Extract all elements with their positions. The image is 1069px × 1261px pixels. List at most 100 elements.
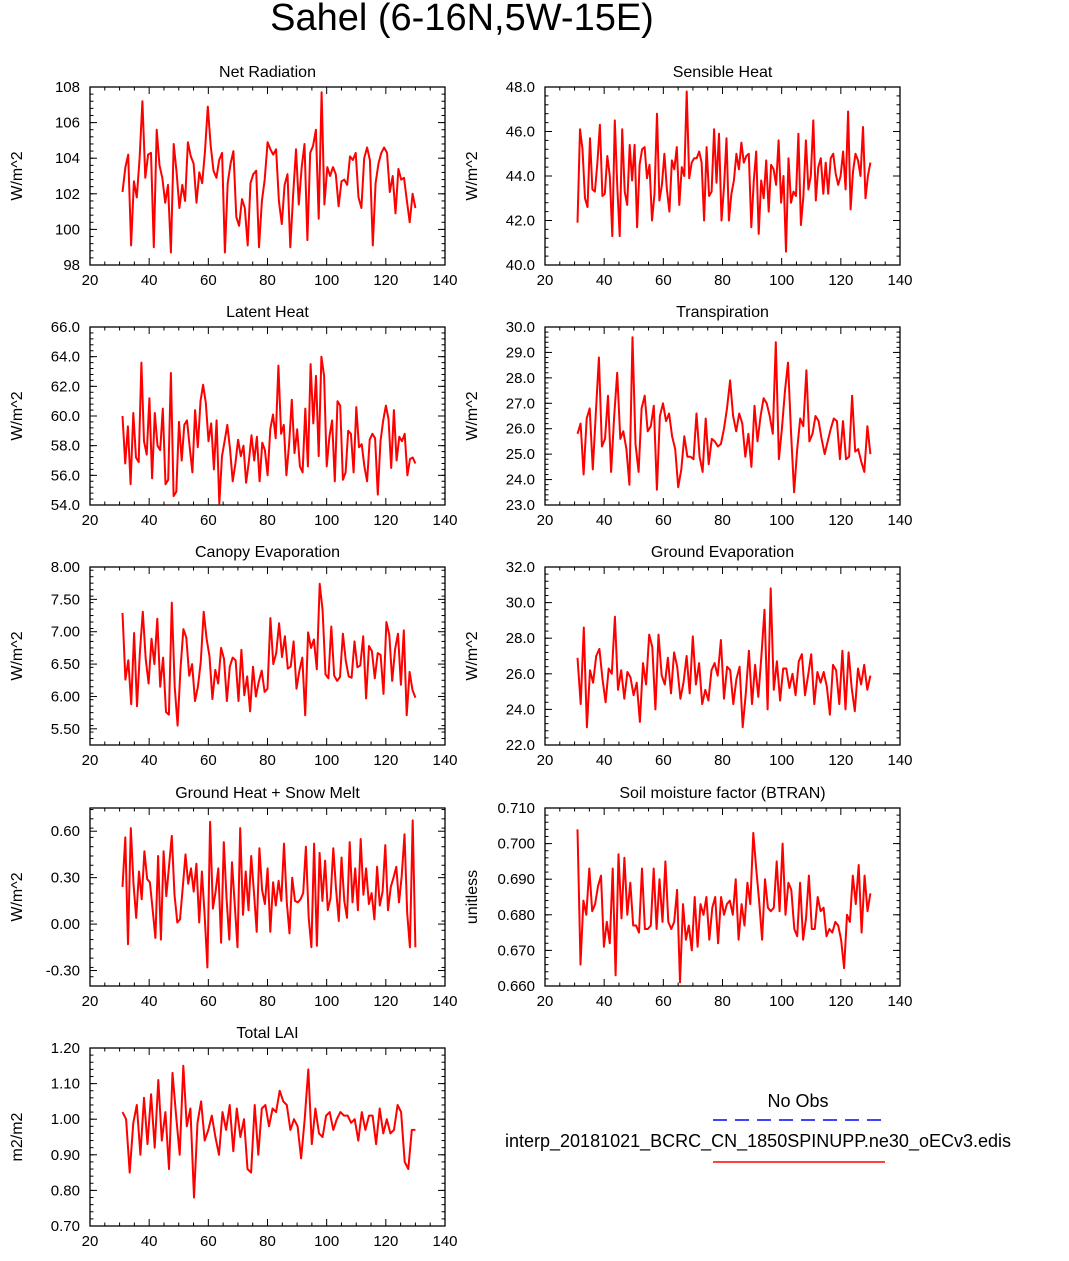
total-lai-ytick-label: 1.00 xyxy=(51,1111,80,1128)
latent-heat-xtick-label: 60 xyxy=(200,512,217,529)
sensible-heat-title: Sensible Heat xyxy=(673,64,773,81)
ground-heat-snow-melt-xtick-label: 100 xyxy=(314,993,339,1010)
sensible-heat-xtick-label: 120 xyxy=(828,272,853,289)
total-lai-xtick-label: 120 xyxy=(373,1233,398,1250)
canopy-evaporation-ytick-label: 6.50 xyxy=(51,656,80,673)
total-lai-plot-frame xyxy=(89,1047,446,1227)
latent-heat-ylabel: W/m^2 xyxy=(9,391,26,440)
canopy-evaporation-plot-frame xyxy=(89,566,446,746)
legend-model-label: interp_20181021_BCRC_CN_1850SPINUPP.ne30… xyxy=(505,1131,1011,1152)
canopy-evaporation-xtick-label: 140 xyxy=(432,752,457,769)
net-radiation-ytick-label: 108 xyxy=(55,79,80,96)
net-radiation-xtick-label: 120 xyxy=(373,272,398,289)
latent-heat-xtick-label: 120 xyxy=(373,512,398,529)
latent-heat-xtick-label: 140 xyxy=(432,512,457,529)
legend-obs-label: No Obs xyxy=(767,1091,828,1111)
ground-evaporation-xtick-label: 20 xyxy=(537,752,554,769)
net-radiation-xtick-label: 60 xyxy=(200,272,217,289)
ground-evaporation-series-line xyxy=(576,587,872,729)
total-lai-ytick-label: 1.10 xyxy=(51,1076,80,1093)
sensible-heat-xtick-label: 60 xyxy=(655,272,672,289)
total-lai-ylabel: m2/m2 xyxy=(9,1112,26,1161)
soil-moisture-factor-btran-xtick-label: 120 xyxy=(828,993,853,1010)
soil-moisture-factor-btran-ytick-label: 0.670 xyxy=(497,942,535,959)
soil-moisture-factor-btran-ytick-label: 0.680 xyxy=(497,907,535,924)
sensible-heat-xtick-label: 100 xyxy=(769,272,794,289)
ground-heat-snow-melt-ylabel: W/m^2 xyxy=(9,872,26,921)
ground-heat-snow-melt-ytick-label: -0.30 xyxy=(46,963,80,980)
total-lai-xtick-label: 100 xyxy=(314,1233,339,1250)
net-radiation-ytick-label: 100 xyxy=(55,221,80,238)
legend: No Obs interp_20181021_BCRC_CN_1850SPINU… xyxy=(505,1091,1011,1163)
latent-heat-xtick-label: 20 xyxy=(82,512,99,529)
soil-moisture-factor-btran-ytick-label: 0.660 xyxy=(497,978,535,995)
total-lai-xtick-label: 80 xyxy=(259,1233,276,1250)
panel-canopy-evaporation: Canopy Evaporation W/m^2 20 40 60 80 100 120 140… xyxy=(9,544,458,769)
sensible-heat-ylabel: W/m^2 xyxy=(464,151,481,200)
transpiration-xtick-label: 80 xyxy=(714,512,731,529)
transpiration-xtick-label: 100 xyxy=(769,512,794,529)
panel-total-lai: Total LAI m2/m2 20 40 60 80 100 120 140 0.70 0.80 0… xyxy=(9,1025,458,1250)
total-lai-ytick-label: 0.70 xyxy=(51,1218,80,1235)
latent-heat-ytick-label: 56.0 xyxy=(51,467,80,484)
transpiration-ytick-label: 28.0 xyxy=(506,370,535,387)
sensible-heat-ytick-label: 48.0 xyxy=(506,79,535,96)
sensible-heat-xtick-label: 140 xyxy=(887,272,912,289)
net-radiation-ytick-label: 98 xyxy=(63,257,80,274)
net-radiation-xtick-label: 140 xyxy=(432,272,457,289)
total-lai-series-line xyxy=(121,1064,416,1199)
transpiration-xtick-label: 40 xyxy=(596,512,613,529)
total-lai-title: Total LAI xyxy=(236,1025,298,1042)
ground-evaporation-xtick-label: 120 xyxy=(828,752,853,769)
soil-moisture-factor-btran-ytick-label: 0.690 xyxy=(497,871,535,888)
transpiration-title: Transpiration xyxy=(676,304,769,321)
total-lai-xtick-label: 140 xyxy=(432,1233,457,1250)
canopy-evaporation-ytick-label: 6.00 xyxy=(51,688,80,705)
ground-heat-snow-melt-ytick-label: 0.60 xyxy=(51,823,80,840)
sensible-heat-ytick-label: 44.0 xyxy=(506,168,535,185)
soil-moisture-factor-btran-ytick-label: 0.710 xyxy=(497,800,535,817)
latent-heat-ytick-label: 62.0 xyxy=(51,378,80,395)
canopy-evaporation-xtick-label: 80 xyxy=(259,752,276,769)
ground-heat-snow-melt-xtick-label: 40 xyxy=(141,993,158,1010)
transpiration-xtick-label: 120 xyxy=(828,512,853,529)
ground-evaporation-ytick-label: 30.0 xyxy=(506,595,535,612)
ground-heat-snow-melt-xtick-label: 140 xyxy=(432,993,457,1010)
ground-heat-snow-melt-xtick-label: 80 xyxy=(259,993,276,1010)
soil-moisture-factor-btran-ytick-label: 0.700 xyxy=(497,836,535,853)
ground-heat-snow-melt-plot-frame xyxy=(89,807,446,987)
transpiration-ytick-label: 23.0 xyxy=(506,497,535,514)
canopy-evaporation-xtick-label: 120 xyxy=(373,752,398,769)
transpiration-ytick-label: 30.0 xyxy=(506,319,535,336)
ground-evaporation-ytick-label: 24.0 xyxy=(506,701,535,718)
sensible-heat-ytick-label: 42.0 xyxy=(506,213,535,230)
canopy-evaporation-title: Canopy Evaporation xyxy=(195,544,340,561)
ground-heat-snow-melt-ytick-label: 0.00 xyxy=(51,916,80,933)
ground-heat-snow-melt-ytick-label: 0.30 xyxy=(51,870,80,887)
panel-transpiration: Transpiration W/m^2 20 40 60 80 100 120 140 23.0 2… xyxy=(464,304,913,529)
soil-moisture-factor-btran-series-line xyxy=(576,829,872,984)
sensible-heat-ytick-label: 46.0 xyxy=(506,124,535,141)
net-radiation-ytick-label: 104 xyxy=(55,150,80,167)
panel-sensible-heat: Sensible Heat W/m^2 20 40 60 80 100 120 140 40.0 4… xyxy=(464,64,913,289)
soil-moisture-factor-btran-xtick-label: 20 xyxy=(537,993,554,1010)
soil-moisture-factor-btran-xtick-label: 40 xyxy=(596,993,613,1010)
latent-heat-series-line xyxy=(121,355,417,505)
transpiration-xtick-label: 20 xyxy=(537,512,554,529)
sensible-heat-ytick-label: 40.0 xyxy=(506,257,535,274)
total-lai-xtick-label: 40 xyxy=(141,1233,158,1250)
net-radiation-series-line xyxy=(121,91,417,254)
ground-evaporation-ytick-label: 32.0 xyxy=(506,559,535,576)
transpiration-xtick-label: 140 xyxy=(887,512,912,529)
canopy-evaporation-ytick-label: 5.50 xyxy=(51,721,80,738)
sensible-heat-xtick-label: 20 xyxy=(537,272,554,289)
figure-title: Sahel (6-16N,5W-15E) xyxy=(270,0,654,39)
ground-evaporation-ytick-label: 28.0 xyxy=(506,630,535,647)
latent-heat-xtick-label: 40 xyxy=(141,512,158,529)
transpiration-ytick-label: 29.0 xyxy=(506,344,535,361)
transpiration-ytick-label: 25.0 xyxy=(506,446,535,463)
ground-evaporation-xtick-label: 40 xyxy=(596,752,613,769)
canopy-evaporation-ytick-label: 7.00 xyxy=(51,624,80,641)
net-radiation-title: Net Radiation xyxy=(219,64,316,81)
transpiration-plot-frame xyxy=(544,326,901,506)
